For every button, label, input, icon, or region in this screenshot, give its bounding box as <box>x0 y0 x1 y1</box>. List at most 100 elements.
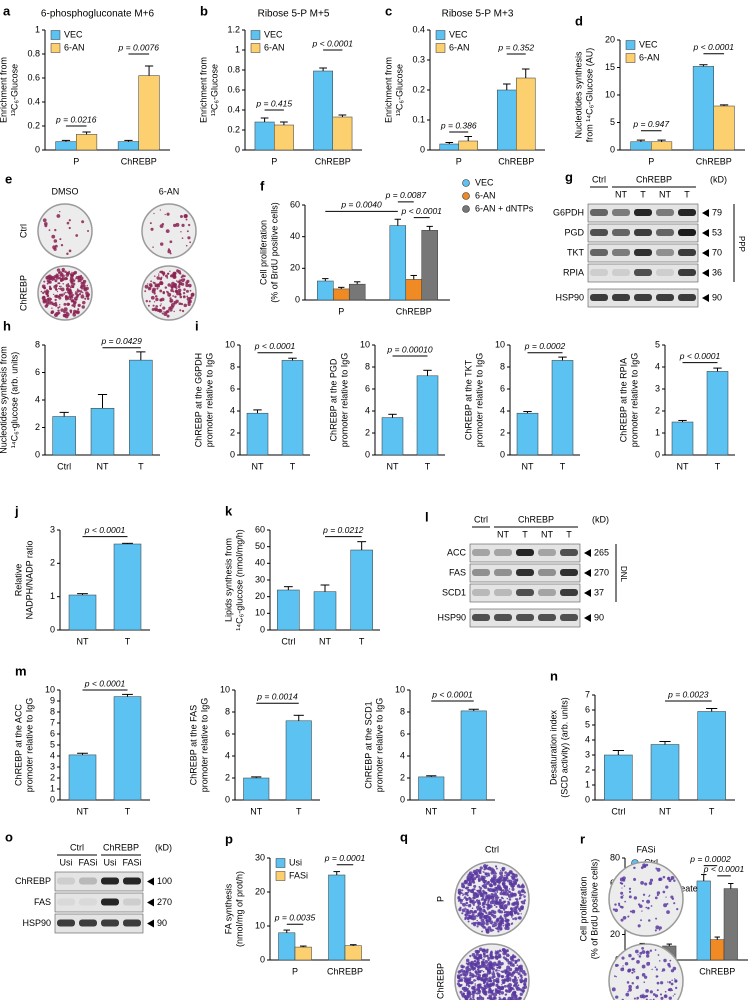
y-tick-label: 6 <box>225 728 230 738</box>
colony <box>498 966 502 969</box>
y-tick-label: 0.8 <box>27 48 40 58</box>
colony <box>485 911 488 915</box>
error-bar <box>136 351 146 361</box>
colony <box>60 285 62 288</box>
colony <box>491 992 494 996</box>
colony <box>669 959 672 962</box>
y-tick-label: 40 <box>290 231 300 241</box>
colony <box>466 994 470 998</box>
legend-label: 6-AN <box>264 42 285 52</box>
colony <box>463 965 466 968</box>
colony <box>77 303 81 308</box>
colony <box>57 306 60 309</box>
error-bar <box>251 776 262 778</box>
colony <box>483 984 487 988</box>
colony <box>504 874 506 877</box>
colony <box>169 308 173 312</box>
bar <box>138 75 160 151</box>
colony <box>467 920 470 923</box>
colony <box>162 306 166 310</box>
x-tick-label: T <box>290 461 296 471</box>
colony <box>481 930 483 933</box>
colony <box>159 298 162 301</box>
colony <box>497 896 500 899</box>
colony <box>476 919 478 922</box>
colony <box>180 231 182 233</box>
colony <box>523 985 528 989</box>
y-axis-label: Cell proliferation <box>258 220 268 285</box>
colony <box>81 305 85 309</box>
colony <box>48 287 52 291</box>
colony <box>511 922 514 925</box>
colony <box>155 305 158 308</box>
colony <box>523 979 528 983</box>
colony <box>468 896 470 899</box>
colony <box>471 889 475 893</box>
colony <box>615 976 617 978</box>
colony <box>58 306 61 308</box>
colony <box>656 894 659 897</box>
colony <box>50 275 55 280</box>
colony <box>622 965 624 967</box>
colony <box>517 890 522 895</box>
colony <box>622 894 624 896</box>
colony <box>62 270 65 273</box>
y-tick-label: 0 <box>260 954 265 964</box>
bar <box>317 280 334 301</box>
colony <box>54 244 58 248</box>
colony <box>469 954 472 958</box>
colony <box>503 985 507 988</box>
colony <box>144 284 149 289</box>
colony <box>504 993 507 996</box>
colony <box>60 243 64 247</box>
colony <box>499 927 502 931</box>
colony <box>166 272 170 275</box>
colony <box>503 923 505 925</box>
y-tick-label: 60 <box>290 199 300 209</box>
colony <box>77 308 80 311</box>
y-axis-label: ChREBP at the PGD <box>328 358 338 441</box>
blot-band <box>634 269 652 276</box>
error-bar <box>410 274 417 280</box>
colony <box>70 296 73 298</box>
colony <box>513 991 517 995</box>
colony <box>457 979 461 983</box>
y-tick-label: 2 <box>400 772 405 782</box>
y-axis-label: Desaturation index <box>548 709 558 785</box>
colony <box>186 297 191 302</box>
blot-band <box>634 294 652 301</box>
colony <box>487 956 491 960</box>
y-tick-label: 0 <box>420 144 425 154</box>
blot-protein-label: RPIA <box>563 267 584 277</box>
error-bar <box>144 65 154 76</box>
blot-lane-label: NT <box>541 529 553 539</box>
colony <box>159 289 163 293</box>
blot-lane-label: T <box>522 529 528 539</box>
colony <box>186 295 189 298</box>
colony <box>58 287 60 290</box>
blot-kd: 79 <box>712 207 722 217</box>
colony <box>473 962 476 965</box>
legend-marker <box>50 43 61 53</box>
colony <box>494 955 498 959</box>
colony <box>637 903 641 906</box>
blot-kd: 265 <box>594 547 609 557</box>
colony <box>482 909 486 913</box>
colony <box>474 983 477 985</box>
colony <box>628 895 632 899</box>
colony <box>156 287 159 290</box>
colony <box>472 996 475 999</box>
blot-bracket-label: DNL <box>619 566 628 583</box>
blot-band <box>656 294 674 301</box>
colony <box>517 984 520 987</box>
colony <box>498 883 500 885</box>
colony <box>631 982 634 985</box>
blot-arrow <box>584 549 591 557</box>
y-tick-label: 20 <box>605 34 615 44</box>
blot-band <box>656 249 674 256</box>
error-bar <box>728 883 734 889</box>
colony <box>183 214 188 219</box>
blot-arrow <box>702 229 709 237</box>
p-value: p = 0.0002 <box>524 341 566 351</box>
y-tick-label: 0.4 <box>412 24 425 34</box>
